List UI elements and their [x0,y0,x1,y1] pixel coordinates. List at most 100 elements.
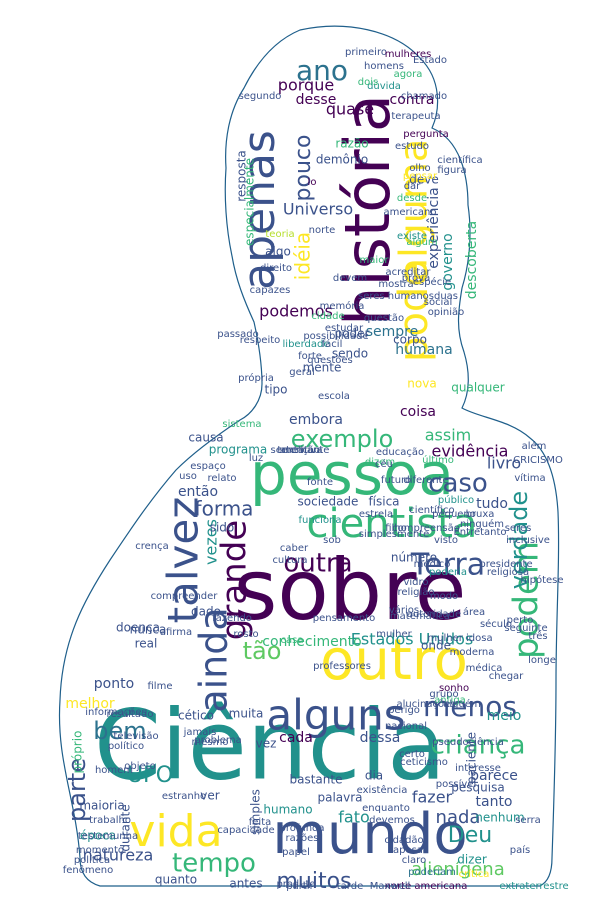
cloud-word: pequeno [432,509,476,520]
cloud-word: papel [282,847,310,858]
cloud-word: tentativa [277,445,322,456]
cloud-word: nunca [130,623,167,637]
cloud-word: fazendo [212,613,252,624]
cloud-word: filme [148,681,173,692]
cloud-word: fonte [307,477,333,488]
cloud-word: religiosa [487,567,529,578]
cloud-word: maior [360,255,390,266]
cloud-word: forte [298,351,322,362]
cloud-word: estudar [325,323,364,334]
cloud-word: vida [129,806,222,857]
cloud-word: alienígena [411,859,504,880]
cloud-word: homem [95,765,133,776]
cloud-word: algum [406,237,437,248]
cloud-word: contra [390,92,435,108]
cloud-word: chamado [401,91,447,102]
cloud-word: espécie [413,276,451,288]
cloud-word: demônio [316,153,368,167]
cloud-word: ponto [94,676,134,692]
cloud-word: outra [283,549,352,579]
cloud-word: ano [296,54,348,87]
cloud-word: sido [210,521,235,535]
cloud-word: possível [436,778,477,790]
cloud-word: número [391,551,437,565]
cloud-word: corpo [393,333,427,347]
cloud-word: serra [515,815,541,826]
cloud-word: político [108,740,144,752]
cloud-word: pensamento [313,613,375,624]
cloud-word: podemos [259,302,333,321]
cloud-word: cultura [272,555,307,566]
cloud-word: UFO [127,763,173,788]
cloud-word: governo [440,233,456,290]
cloud-word: educação [376,447,424,458]
cloud-word: seguinte [504,623,547,634]
cloud-word: atenção [280,445,320,456]
cloud-word: diferente [403,475,448,486]
cloud-word: capazes [250,285,291,296]
cloud-word: época [80,829,116,843]
cloud-word: vez [256,737,277,751]
cloud-word: partir [286,881,314,892]
cloud-word: médica [466,662,503,674]
cloud-word: uso [179,471,197,482]
cloud-word: devemos [369,815,415,826]
cloud-word: Terra [410,548,485,583]
cloud-word: causa [188,431,223,445]
cloud-word: área [463,606,485,618]
cloud-word: conhecimento [262,634,361,650]
cloud-word: física [368,495,399,509]
cloud-word: claro [402,855,426,866]
cloud-word: segundo [239,91,282,102]
cloud-word: embora [289,412,343,428]
cloud-word: moderna [450,647,495,658]
cloud-word: sistema [222,419,261,430]
cloud-word: estrela [359,509,393,520]
cloud-word: último [422,454,454,466]
cloud-word: bruxa [466,509,495,520]
cloud-word: nacional [385,721,427,732]
cloud-word: cidade [311,311,344,322]
cloud-word: sobre [234,541,467,639]
cloud-word: dado [191,605,221,619]
cloud-word: sonho [439,683,469,694]
cloud-word: pode [391,262,437,362]
cloud-word: alguma [392,139,436,281]
cloud-word: dessa [360,730,401,746]
cloud-word: doença [116,621,160,635]
cloud-word: semelhante [271,445,330,456]
cloud-word: seres [505,523,532,534]
cloud-word: poderiam [408,867,456,878]
cloud-word: forma [195,497,254,521]
cloud-word: coisa [400,404,436,420]
cloud-word: compreensão [392,523,460,534]
cloud-word: parte [63,758,91,822]
cloud-word: sempre [366,324,419,340]
cloud-word: inclusive [506,535,550,546]
cloud-word: pessoa [250,440,454,508]
cloud-word: tarde [337,881,363,892]
cloud-word: outro [320,628,468,693]
words-layer: Ciência sobre história pessoa mundo outro apen… [63,47,569,894]
cloud-word: passado [217,329,259,340]
silhouette-outline [58,25,560,887]
cloud-word: descoberta [464,221,480,299]
cloud-word: dois [358,77,378,88]
cloud-word: tudo [476,496,508,512]
cloud-word: programa [209,443,268,457]
cloud-word: paciente [465,732,479,784]
cloud-word: tão [243,637,282,665]
cloud-word: poder [335,327,370,341]
cloud-word: mesmo [192,737,229,748]
cloud-word: fazer [412,788,453,807]
cloud-word: fenômeno [63,864,113,876]
cloud-word: Entretanto [453,527,506,538]
cloud-word: professores [313,661,371,672]
cloud-word: crítica [459,868,490,880]
cloud-word: tempo [172,849,256,879]
cloud-word: melhor [65,696,115,712]
cloud-word: cético [178,709,214,723]
cloud-word: social [424,297,453,308]
cloud-word: hipótese [520,574,563,586]
